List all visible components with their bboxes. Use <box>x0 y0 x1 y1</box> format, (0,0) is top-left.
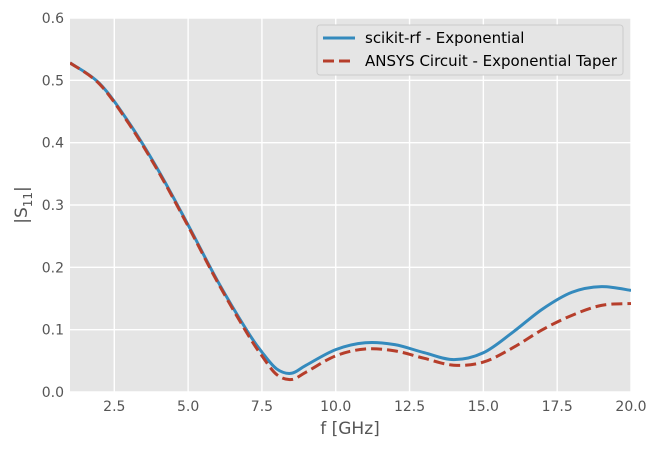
x-tick-label: 10.0 <box>320 399 351 415</box>
plot-area <box>70 17 632 393</box>
x-tick-label: 5.0 <box>177 399 199 415</box>
series-line-1 <box>70 61 631 375</box>
axis-labels: f [GHz] |S11| <box>12 186 380 439</box>
x-tick-label: 20.0 <box>615 399 646 415</box>
x-axis-label: f [GHz] <box>320 419 380 439</box>
x-tick-label: 12.5 <box>394 399 425 415</box>
x-tick-label: 17.5 <box>542 399 573 415</box>
y-axis-label: |S11| <box>12 186 35 224</box>
y-tick-label: 0.0 <box>42 385 64 401</box>
x-tick-label: 2.5 <box>103 399 125 415</box>
legend-entry-label: ANSYS Circuit - Exponential Taper <box>365 52 618 70</box>
legend: scikit-rf - Exponential ANSYS Circuit - E… <box>316 24 624 76</box>
axis-ticks: 2.5 5.0 7.5 10.0 12.5 15.0 17.5 20.0 0.0 0.1 0.2 0.… <box>42 11 647 415</box>
legend-entry-label: scikit-rf - Exponential <box>365 29 524 47</box>
legend-box <box>316 24 624 76</box>
y-tick-label: 0.6 <box>42 11 64 27</box>
y-tick-label: 0.4 <box>42 136 64 152</box>
series-line-2 <box>70 61 631 382</box>
x-tick-label: 7.5 <box>251 399 273 415</box>
y-tick-label: 0.5 <box>42 73 64 89</box>
x-tick-label: 15.0 <box>468 399 499 415</box>
y-tick-label: 0.2 <box>42 260 64 276</box>
y-tick-label: 0.1 <box>42 323 64 339</box>
y-tick-label: 0.3 <box>42 198 64 214</box>
